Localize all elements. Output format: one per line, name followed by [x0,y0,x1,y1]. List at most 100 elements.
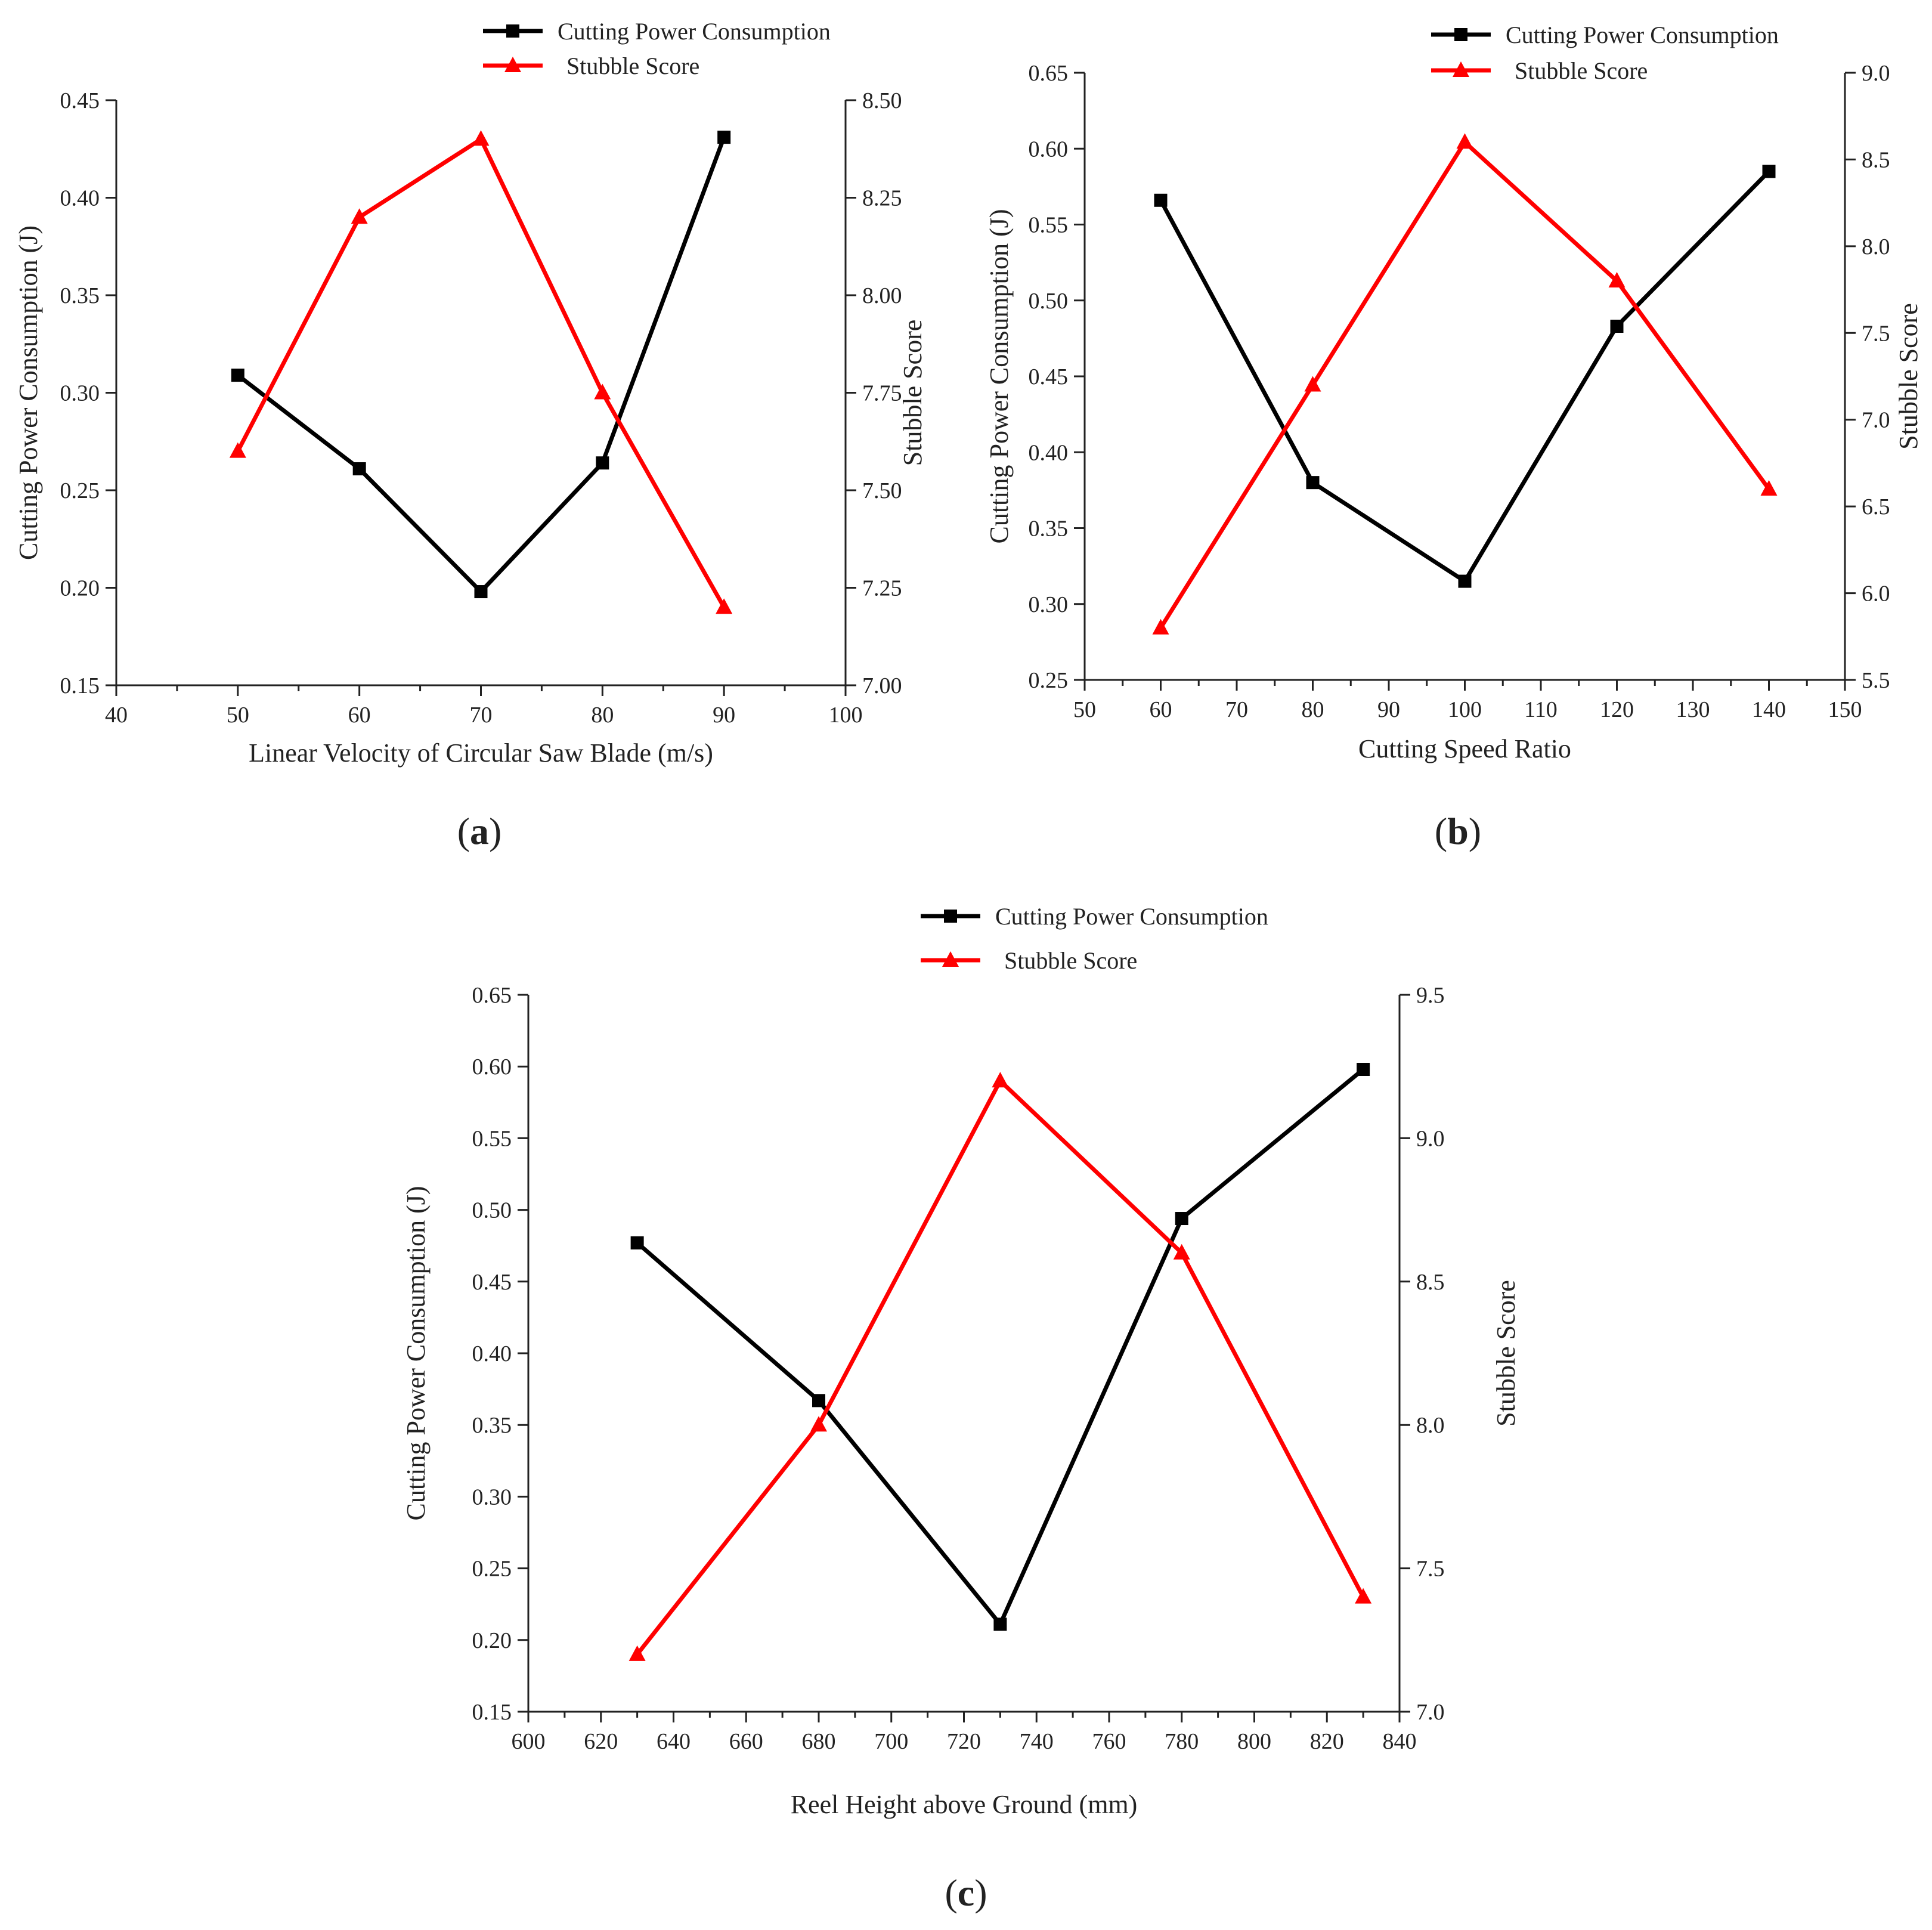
y-right-axis-title: Stubble Score [1491,1280,1521,1427]
stubble-data-point [1173,1244,1190,1260]
y-right-tick-label: 8.5 [1862,147,1890,172]
x-tick-label: 800 [1237,1729,1271,1754]
stubble-data-point [1456,133,1473,149]
panel-label-paren: ) [1469,810,1481,852]
x-tick-label: 80 [591,703,614,728]
panel-label-letter: b [1447,810,1469,852]
y-left-tick-label: 0.20 [60,576,100,601]
legend-power-label: Cutting Power Consumption [558,18,831,45]
power-series-line [236,136,726,595]
y-right-tick-label: 7.5 [1416,1557,1445,1582]
x-tick-label: 720 [947,1729,981,1754]
y-right-tick-label: 8.0 [1862,234,1890,259]
power-data-point [596,456,609,470]
stubble-data-point [594,383,611,400]
y-left-tick-label: 0.25 [1029,668,1069,693]
power-series-line [636,1068,1365,1628]
x-tick-label: 100 [829,703,863,728]
y-left-tick-label: 0.25 [60,478,100,503]
y-right-tick-label: 8.00 [862,283,902,308]
y-left-tick-label: 0.30 [60,381,100,406]
y-left-tick-label: 0.15 [60,673,100,698]
x-axis-title: Cutting Speed Ratio [1358,734,1571,763]
y-left-tick-label: 0.30 [1029,592,1069,617]
y-left-tick-label: 0.30 [472,1484,512,1510]
x-tick-label: 740 [1020,1729,1054,1754]
power-data-point [352,462,366,476]
x-tick-label: 60 [1150,697,1172,722]
y-left-axis-title: Cutting Power Consumption (J) [984,209,1014,543]
y-left-tick-label: 0.45 [472,1270,512,1295]
legend-power-marker [506,24,519,38]
x-tick-label: 90 [1377,697,1400,722]
y-left-tick-label: 0.35 [472,1413,512,1438]
power-series-line [1159,169,1770,584]
stubble-data-point [229,442,246,458]
x-tick-label: 140 [1752,697,1786,722]
panel-label-letter: a [470,810,489,852]
power-data-point [812,1394,825,1408]
x-tick-label: 70 [1225,697,1248,722]
y-left-tick-label: 0.45 [60,88,100,113]
x-tick-label: 820 [1310,1729,1344,1754]
y-left-tick-label: 0.65 [472,983,512,1008]
x-tick-label: 150 [1828,697,1862,722]
stubble-data-point [1152,618,1169,635]
x-tick-label: 80 [1302,697,1324,722]
y-right-tick-label: 7.50 [862,478,902,503]
legend-stubble-label: Stubble Score [1515,57,1648,84]
power-data-point [1762,165,1776,178]
y-right-tick-label: 7.0 [1416,1700,1445,1725]
y-right-tick-label: 7.00 [862,673,902,698]
power-data-point [1175,1212,1188,1226]
y-left-tick-label: 0.40 [1029,440,1069,465]
stubble-data-point [628,1645,646,1661]
y-left-tick-label: 0.50 [472,1198,512,1223]
legend-stubble-marker [942,951,959,967]
stubble-series-line [236,136,726,608]
panel-b: 50 60 70 80 90 100 110 120 130 140 150 0.25 0.30 0.35… [984,21,1923,852]
power-data-point [1357,1063,1370,1077]
panel-a: 40 50 60 70 80 90 100 0.15 0.20 0.25 0.30 0.35 0.40 0… [14,18,927,852]
power-data-point [1154,193,1168,207]
stubble-data-point [810,1416,827,1432]
power-data-point [1458,574,1472,588]
stubble-data-point [1304,376,1321,392]
y-left-tick-label: 0.40 [472,1341,512,1366]
x-tick-label: 760 [1092,1729,1126,1754]
y-right-tick-label: 9.0 [1862,61,1890,86]
y-right-tick-label: 8.0 [1416,1413,1445,1438]
x-tick-label: 40 [105,703,128,728]
panel-label-letter: c [958,1872,974,1914]
legend-stubble-marker [504,57,521,72]
legend-power-label: Cutting Power Consumption [995,903,1268,930]
x-tick-label: 700 [874,1729,908,1754]
y-left-axis-title: Cutting Power Consumption (J) [14,225,43,560]
y-left-tick-label: 0.35 [60,283,100,308]
x-tick-label: 110 [1524,697,1558,722]
x-tick-label: 620 [584,1729,618,1754]
y-left-tick-label: 0.65 [1029,61,1069,86]
stubble-data-point [1355,1588,1372,1604]
x-tick-label: 680 [802,1729,836,1754]
y-right-tick-label: 9.0 [1416,1126,1445,1151]
y-right-tick-label: 7.75 [862,381,902,406]
legend-power-label: Cutting Power Consumption [1506,21,1779,48]
x-tick-label: 840 [1383,1729,1417,1754]
x-tick-label: 60 [348,703,371,728]
y-left-tick-label: 0.20 [472,1628,512,1653]
stubble-data-point [1608,272,1626,288]
y-right-axis-title: Stubble Score [1894,303,1923,450]
power-data-point [1610,320,1624,333]
x-tick-label: 130 [1676,697,1710,722]
stubble-data-point [1760,480,1778,496]
y-right-tick-label: 7.25 [862,576,902,601]
x-tick-label: 660 [729,1729,763,1754]
power-data-point [474,585,488,599]
panel-label-paren: ) [489,810,501,852]
stubble-data-point [351,208,368,224]
panel-label-paren: ( [457,810,470,852]
panel-label: (c) [945,1872,987,1914]
legend-stubble-marker [1453,61,1469,77]
y-right-tick-label: 7.5 [1862,321,1890,346]
